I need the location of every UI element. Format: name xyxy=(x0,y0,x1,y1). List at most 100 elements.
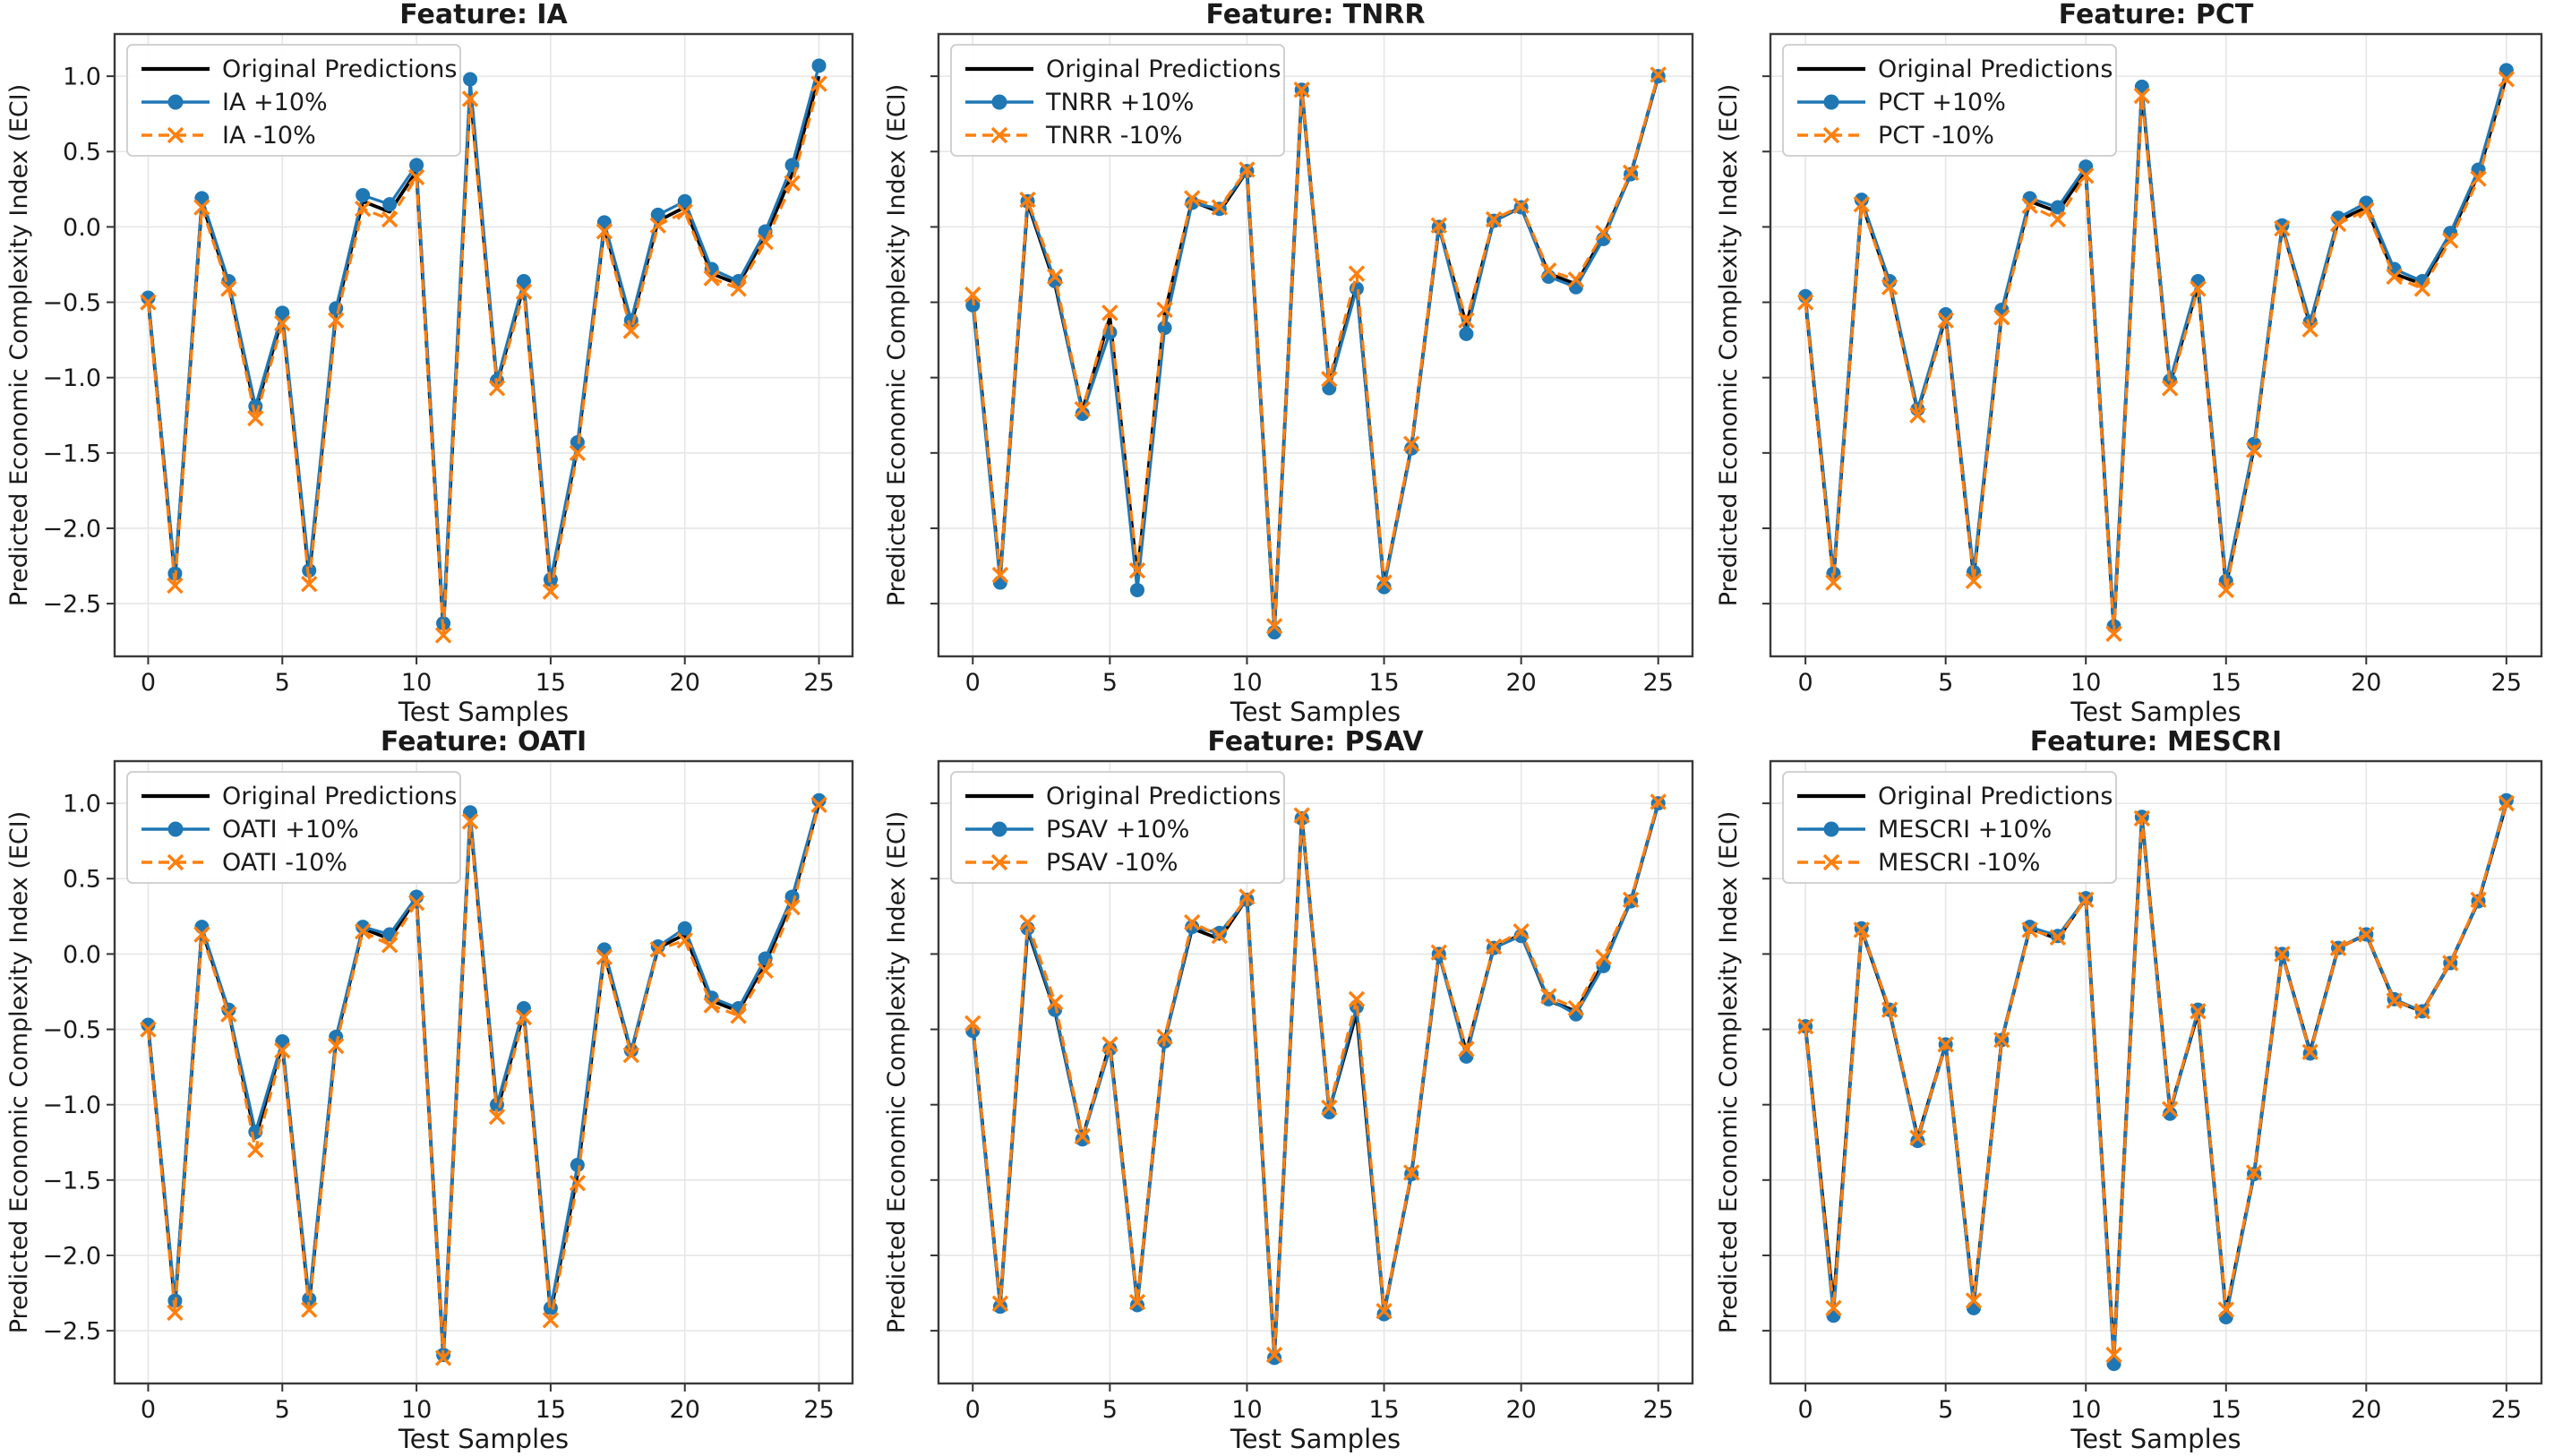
marker-x xyxy=(1376,1303,1393,1320)
marker-x xyxy=(220,1006,237,1023)
marker-x xyxy=(1909,407,1926,424)
legend-box xyxy=(950,44,1285,157)
marker-x xyxy=(434,627,452,644)
x-tick-label: 20 xyxy=(2351,669,2381,697)
marker-x xyxy=(730,1007,747,1024)
marker-x xyxy=(1402,435,1420,452)
marker-x xyxy=(1485,210,1503,228)
marker-x xyxy=(1595,224,1612,242)
subplot-feature-mescri: 0 5 10 15 20 25 Feature: MESCRI Test Samples Pre… xyxy=(1715,726,2543,1454)
legend-label: PCT +10% xyxy=(1878,89,2006,116)
marker-x xyxy=(1567,999,1585,1017)
marker-x xyxy=(2105,625,2122,642)
y-axis-label: Predicted Economic Complexity Index (ECI… xyxy=(5,84,33,607)
marker-circle xyxy=(1459,326,1474,341)
marker-circle xyxy=(356,188,371,203)
marker-x xyxy=(1513,922,1530,940)
x-tick-label: 15 xyxy=(2211,669,2241,697)
series-line-minus10 xyxy=(146,83,821,637)
legend-marker-circle xyxy=(991,94,1007,110)
subplot-feature-pct: 0 5 10 15 20 25 Feature: PCT Test Samples Predic… xyxy=(1715,0,2543,727)
x-axis-label: Test Samples xyxy=(398,697,569,727)
marker-x xyxy=(167,1304,184,1322)
marker-circle xyxy=(1376,579,1392,595)
legend-label: Original Predictions xyxy=(222,56,457,83)
marker-x xyxy=(1128,1293,1146,1311)
marker-x xyxy=(220,280,237,297)
marker-x xyxy=(1211,199,1229,216)
marker-circle xyxy=(1129,582,1144,597)
marker-circle xyxy=(2163,1106,2178,1121)
marker-x xyxy=(1622,891,1640,909)
marker-x xyxy=(542,583,560,600)
x-tick-label: 15 xyxy=(2211,1396,2241,1424)
y-tick-label: −1.0 xyxy=(42,1092,101,1119)
marker-circle xyxy=(992,575,1007,590)
marker-x xyxy=(2329,215,2347,233)
marker-circle xyxy=(409,158,424,173)
x-tick-label: 20 xyxy=(670,669,700,697)
marker-x xyxy=(488,380,506,397)
marker-circle xyxy=(2190,273,2206,288)
marker-x xyxy=(649,941,666,958)
marker-circle xyxy=(1267,1350,1282,1366)
x-tick-label: 10 xyxy=(2070,669,2101,697)
marker-x xyxy=(2498,794,2515,812)
marker-x xyxy=(757,234,774,251)
marker-x xyxy=(247,1141,264,1159)
marker-x xyxy=(1796,1017,1814,1035)
marker-x xyxy=(1348,265,1366,282)
marker-x xyxy=(2498,71,2515,88)
marker-x xyxy=(2217,581,2234,599)
marker-x xyxy=(1074,1127,1091,1145)
legend-marker-x xyxy=(990,853,1008,871)
legend-label: PCT -10% xyxy=(1878,122,1994,150)
marker-x xyxy=(2413,1003,2431,1020)
legend-label: Original Predictions xyxy=(1878,783,2113,810)
marker-x xyxy=(274,314,291,332)
legend-label: TNRR +10% xyxy=(1045,89,1194,116)
marker-circle xyxy=(992,1299,1007,1315)
marker-x xyxy=(327,1037,345,1055)
marker-x xyxy=(1993,309,2010,326)
x-tick-label: 10 xyxy=(401,1396,432,1424)
legend-label: OATI -10% xyxy=(222,849,347,877)
x-tick-label: 15 xyxy=(536,669,566,697)
marker-x xyxy=(1540,261,1557,279)
legend-label: PSAV -10% xyxy=(1046,849,1178,877)
x-tick-label: 20 xyxy=(1505,1396,1536,1424)
marker-x xyxy=(140,1021,157,1038)
marker-x xyxy=(676,203,693,220)
x-tick-label: 15 xyxy=(1368,669,1399,697)
marker-x xyxy=(1348,990,1366,1008)
x-tick-label: 5 xyxy=(275,1396,290,1424)
marker-x xyxy=(1540,988,1557,1005)
legend-box xyxy=(950,771,1285,884)
marker-x xyxy=(2329,939,2347,956)
x-tick-label: 5 xyxy=(1102,669,1118,697)
marker-x xyxy=(2217,1301,2234,1318)
marker-x xyxy=(1937,312,1954,329)
x-tick-label: 5 xyxy=(275,669,290,697)
marker-x xyxy=(991,566,1009,584)
marker-x xyxy=(1019,913,1036,931)
chart-title: Feature: IA xyxy=(399,0,568,30)
marker-x xyxy=(434,1349,452,1366)
marker-circle xyxy=(1322,1105,1337,1120)
x-tick-label: 5 xyxy=(1938,1396,1953,1424)
chart-title: Feature: TNRR xyxy=(1206,0,1426,30)
x-tick-label: 25 xyxy=(803,669,834,697)
marker-x xyxy=(991,1295,1009,1313)
legend-label: Original Predictions xyxy=(1878,56,2113,83)
marker-circle xyxy=(1075,407,1090,422)
marker-circle xyxy=(1212,925,1227,940)
x-axis-label: Test Samples xyxy=(1230,697,1401,727)
marker-circle xyxy=(141,290,156,305)
marker-x xyxy=(596,223,613,240)
marker-x xyxy=(2078,891,2095,909)
marker-x xyxy=(140,294,157,311)
marker-x xyxy=(1567,271,1585,288)
marker-x xyxy=(2358,926,2375,943)
marker-x xyxy=(381,937,399,954)
x-tick-label: 10 xyxy=(1231,1396,1262,1424)
